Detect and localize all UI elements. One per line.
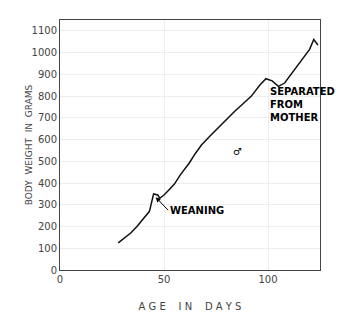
svg-text:200: 200 xyxy=(38,221,57,232)
svg-text:SEPARATEDFROMMOTHER: SEPARATEDFROMMOTHER xyxy=(270,86,335,123)
svg-text:600: 600 xyxy=(38,134,57,145)
svg-text:1000: 1000 xyxy=(32,47,57,58)
svg-text:1100: 1100 xyxy=(32,25,57,36)
svg-text:300: 300 xyxy=(38,199,57,210)
svg-text:900: 900 xyxy=(38,69,57,80)
svg-text:700: 700 xyxy=(38,112,57,123)
svg-text:800: 800 xyxy=(38,91,57,102)
svg-text:BODY WEIGHT IN GRAMS: BODY WEIGHT IN GRAMS xyxy=(24,84,34,205)
svg-text:WEANING: WEANING xyxy=(170,205,224,216)
svg-text:0: 0 xyxy=(51,265,57,276)
svg-text:400: 400 xyxy=(38,178,57,189)
svg-text:100: 100 xyxy=(258,274,277,285)
svg-text:500: 500 xyxy=(38,156,57,167)
svg-text:A G E I N D A Y S: A G E I N D A Y S xyxy=(139,301,242,312)
svg-text:50: 50 xyxy=(158,274,171,285)
svg-text:0: 0 xyxy=(57,274,63,285)
svg-text:100: 100 xyxy=(38,243,57,254)
svg-text:♂: ♂ xyxy=(233,146,242,157)
